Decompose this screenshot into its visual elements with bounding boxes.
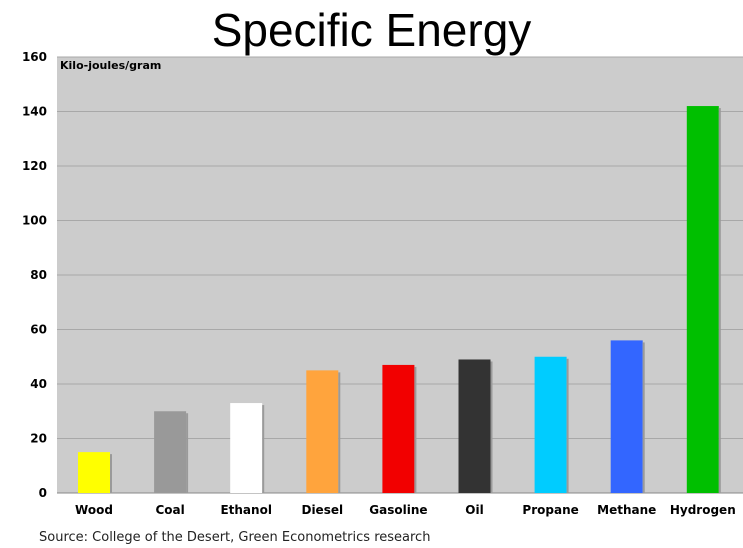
y-tick-label: 20 (30, 432, 47, 446)
bar-wood (78, 452, 110, 493)
y-tick-label: 0 (39, 486, 47, 500)
y-tick-label: 100 (22, 214, 47, 228)
bar-shadow (186, 413, 189, 493)
y-tick-label: 140 (22, 105, 47, 119)
bar-shadow (262, 405, 265, 493)
y-tick-label: 60 (30, 323, 47, 337)
bar-gasoline (382, 364, 415, 493)
bar-shadow (110, 454, 112, 493)
x-tick-label: Methane (597, 503, 656, 517)
bar-propane (534, 356, 567, 493)
x-tick-label: Propane (522, 503, 578, 517)
y-tick-label: 120 (22, 159, 47, 173)
x-tick-label: Hydrogen (670, 503, 736, 517)
bar-shadow (566, 358, 569, 493)
bar-methane (610, 340, 643, 493)
chart-title: Specific Energy (211, 4, 532, 56)
bar-shadow (490, 361, 493, 493)
bar-shadow (718, 108, 721, 494)
bar-oil (458, 359, 491, 493)
gridlines (57, 56, 743, 494)
bars (78, 106, 721, 494)
x-tick-label: Coal (155, 503, 184, 517)
bar-shadow (642, 342, 645, 493)
source-note: Source: College of the Desert, Green Eco… (39, 530, 431, 545)
x-axis-ticks: Wood Coal Ethanol Diesel Gasoline Oil Propane M… (75, 503, 736, 517)
bar-shadow (338, 372, 341, 493)
x-tick-label: Ethanol (220, 503, 271, 517)
bar-hydrogen (686, 106, 719, 494)
bar-diesel (306, 370, 339, 493)
y-tick-label: 40 (30, 377, 47, 391)
bar-shadow (414, 366, 417, 493)
x-tick-label: Diesel (301, 503, 343, 517)
bar-ethanol (230, 403, 263, 493)
x-tick-label: Gasoline (369, 503, 427, 517)
y-axis-label: Kilo-joules/gram (60, 59, 161, 72)
y-axis-ticks: 0 20 40 60 80 100 120 140 160 (22, 50, 47, 500)
y-tick-label: 80 (30, 268, 47, 282)
bar-coal (154, 411, 187, 493)
x-tick-label: Oil (465, 503, 483, 517)
y-tick-label: 160 (22, 50, 47, 64)
x-tick-label: Wood (75, 503, 113, 517)
